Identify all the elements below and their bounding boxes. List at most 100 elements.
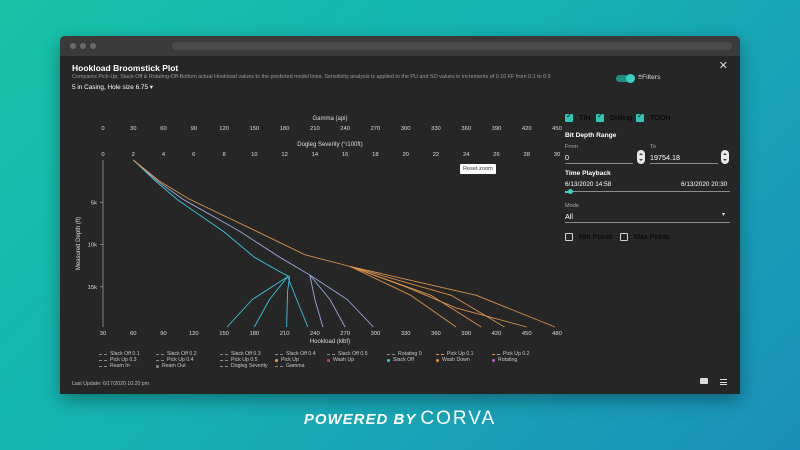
legend-swatch [327,358,330,362]
legend-swatch [275,358,278,362]
time-playback-label: Time Playback [565,170,611,177]
legend-label: Pick Up 0.2 [503,351,530,357]
dogleg-tick-label: 22 [433,152,439,158]
gamma-tick-label: 360 [461,126,471,132]
x-tick-label: 120 [189,331,199,337]
x-tick-label: 210 [280,331,290,337]
legend-label: Rotating 0 [398,351,422,357]
playback-slider-handle[interactable] [567,189,573,194]
dogleg-tick-label: 10 [251,152,257,158]
gamma-tick-label: 270 [371,126,381,132]
legend-item[interactable]: Ream Out [156,363,186,369]
reset-zoom-button[interactable]: Reset zoom [460,164,496,174]
legend-item[interactable]: Pick Up 0.1 [436,351,474,357]
y-tick-label: 10k [88,243,97,249]
legend-swatch [99,359,107,361]
plot-area [103,160,557,327]
y-tick-label: 5k [91,200,97,206]
filters-button[interactable]: ⩧Filters [638,74,661,81]
legend-item[interactable]: Dogleg Severity [220,363,268,369]
mode-label: Mode [565,203,579,209]
window-dot-icon[interactable] [80,43,86,49]
mode-underline [565,222,730,223]
legend-item[interactable]: Pick Up 0.4 [156,357,194,363]
dogleg-tick-label: 8 [222,152,225,158]
legend-item[interactable]: Pick Up 0.2 [492,351,530,357]
checkbox-tooh[interactable]: TOOH [636,112,671,122]
legend-label: Slack Off 0.4 [286,351,316,357]
slackoff-series-line [226,276,288,328]
window-dot-icon[interactable] [90,43,96,49]
playback-slider-track[interactable] [569,191,730,192]
checkbox-icon[interactable] [565,232,573,241]
browser-titlebar [60,36,740,56]
legend-item[interactable]: Slack Off 0.1 [99,351,140,357]
gamma-tick-label: 300 [401,126,411,132]
slackoff-series-line [253,276,288,328]
checkbox-icon[interactable] [620,232,628,241]
dogleg-tick-label: 0 [101,152,104,158]
legend-label: Pick Up [281,357,299,363]
legend-label: Slack Off [393,357,414,363]
legend-item[interactable]: Slack Off 0.4 [275,351,316,357]
dogleg-tick-label: 16 [342,152,348,158]
window-dot-icon[interactable] [70,43,76,49]
legend-item[interactable]: Slack Off [387,357,414,363]
pickup-series-line [350,266,457,328]
from-stepper[interactable] [637,150,645,164]
x-axis-title: Hookload (klbf) [310,339,350,345]
rotating-series-line [309,274,374,328]
mode-select[interactable]: All [565,212,573,221]
legend-label: Wash Down [442,357,470,363]
legend-label: Gamma [286,363,305,369]
to-underline [650,163,718,164]
x-tick-label: 150 [219,331,229,337]
legend-item[interactable]: Rotating [492,357,517,363]
dogleg-tick-label: 26 [493,152,499,158]
x-tick-label: 420 [492,331,502,337]
dogleg-tick-label: 24 [463,152,470,158]
checkbox-min-points[interactable]: Min Points [565,232,613,241]
legend-item[interactable]: Wash Down [436,357,470,363]
to-stepper[interactable] [721,150,729,164]
checkbox-max-points[interactable]: Max Points [620,232,670,241]
chevron-down-icon[interactable]: ▾ [722,212,726,218]
address-bar[interactable] [172,42,732,50]
toggle-switch[interactable] [616,74,635,83]
legend-label: Pick Up 0.5 [231,357,258,363]
checkbox-icon[interactable] [596,112,604,122]
dogleg-tick-label: 30 [554,152,560,158]
to-input[interactable]: 19754.18 [650,153,680,162]
checkbox-drilling[interactable]: Drilling [596,112,632,122]
legend-item[interactable]: Pick Up [275,357,299,363]
from-input[interactable]: 0 [565,153,569,162]
legend-swatch [220,359,228,361]
legend-item[interactable]: Pick Up 0.5 [220,357,258,363]
checkbox-tih[interactable]: TIH [565,112,591,122]
legend-item[interactable]: Rotating 0 [387,351,422,357]
legend-label: Pick Up 0.4 [167,357,194,363]
legend-item[interactable]: Slack Off 0.2 [156,351,197,357]
legend-item[interactable]: Pick Up 0.3 [99,357,137,363]
checkbox-icon[interactable] [565,112,573,122]
x-tick-label: 360 [431,331,441,337]
close-icon[interactable]: ✕ [718,60,728,72]
casing-select[interactable]: 5 in Casing, Hole size 6.75 ▾ [72,84,154,91]
legend-label: Slack Off 0.1 [110,351,140,357]
gamma-tick-label: 390 [492,126,502,132]
gamma-tick-label: 180 [280,126,290,132]
legend-swatch [220,353,228,355]
legend-item[interactable]: Slack Off 0.5 [327,351,368,357]
menu-icon[interactable] [720,379,727,385]
legend-item[interactable]: Slack Off 0.3 [220,351,261,357]
legend-item[interactable]: Wash Up [327,357,354,363]
dogleg-tick-label: 28 [524,152,530,158]
gamma-tick-label: 420 [522,126,532,132]
legend-item[interactable]: Gamma [275,363,304,369]
slackoff-series-line [132,159,291,328]
legend-swatch [220,365,228,367]
chat-icon[interactable] [700,378,708,384]
checkbox-icon[interactable] [636,112,644,122]
legend-item[interactable]: Ream In [99,363,130,369]
